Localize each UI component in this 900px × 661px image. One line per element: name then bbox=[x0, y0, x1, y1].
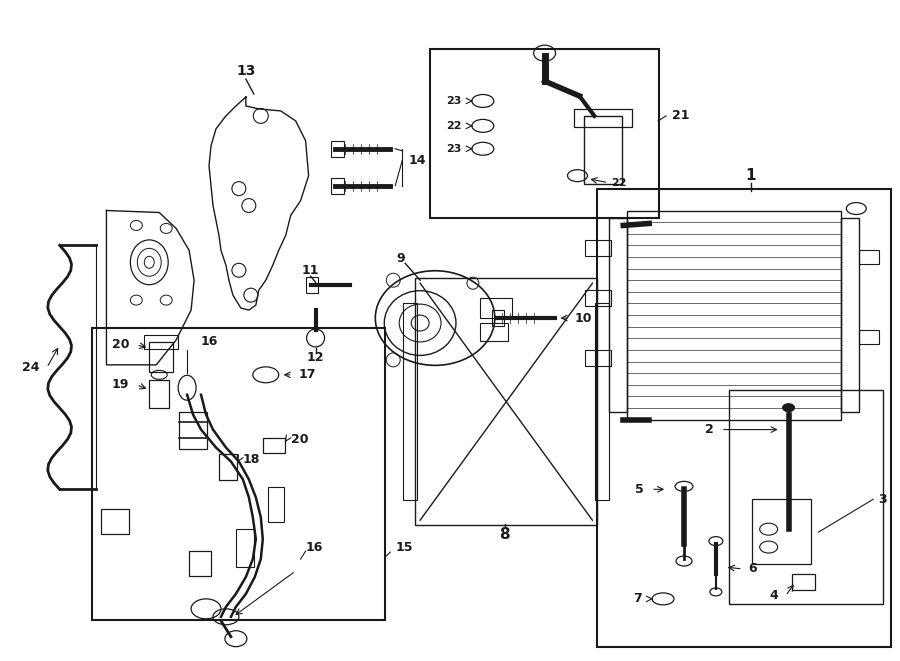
Bar bbox=[860, 330, 879, 344]
Bar bbox=[306, 277, 318, 293]
Bar bbox=[729, 390, 883, 604]
Bar bbox=[860, 251, 879, 264]
Bar bbox=[430, 49, 659, 219]
Text: 20: 20 bbox=[112, 338, 130, 352]
Text: 8: 8 bbox=[500, 527, 510, 541]
Text: 4: 4 bbox=[770, 590, 778, 602]
Bar bbox=[609, 219, 627, 412]
Bar bbox=[403, 303, 417, 500]
Bar bbox=[752, 499, 812, 564]
Text: 12: 12 bbox=[307, 352, 324, 364]
Bar bbox=[585, 241, 611, 256]
Bar bbox=[792, 574, 815, 590]
Text: 3: 3 bbox=[878, 493, 886, 506]
Bar bbox=[480, 298, 512, 318]
Bar bbox=[491, 310, 504, 326]
Text: 6: 6 bbox=[749, 563, 758, 576]
Bar bbox=[627, 210, 842, 420]
Bar bbox=[268, 487, 284, 522]
Bar bbox=[102, 509, 130, 534]
Bar bbox=[236, 529, 254, 567]
Text: 2: 2 bbox=[705, 423, 714, 436]
Bar bbox=[179, 412, 207, 449]
Text: 24: 24 bbox=[22, 362, 40, 374]
Bar bbox=[144, 335, 178, 349]
Text: 13: 13 bbox=[236, 64, 256, 78]
Text: 14: 14 bbox=[409, 154, 426, 167]
Bar bbox=[415, 278, 598, 525]
Text: 20: 20 bbox=[291, 433, 308, 446]
Bar bbox=[585, 290, 611, 306]
Bar bbox=[480, 323, 508, 341]
Bar bbox=[263, 438, 284, 453]
Text: 9: 9 bbox=[396, 252, 404, 265]
Bar bbox=[219, 455, 237, 481]
Text: 23: 23 bbox=[446, 96, 462, 106]
Bar bbox=[149, 342, 173, 372]
Text: 5: 5 bbox=[635, 483, 644, 496]
Text: 1: 1 bbox=[745, 168, 756, 183]
Text: 7: 7 bbox=[634, 592, 643, 605]
Bar bbox=[92, 328, 385, 620]
Text: 11: 11 bbox=[302, 264, 319, 277]
Text: 16: 16 bbox=[201, 335, 219, 348]
Bar bbox=[574, 109, 632, 127]
Bar bbox=[598, 188, 891, 646]
Text: 16: 16 bbox=[306, 541, 323, 553]
Bar bbox=[330, 178, 345, 194]
Ellipse shape bbox=[783, 404, 795, 412]
Bar bbox=[596, 303, 609, 500]
Text: 23: 23 bbox=[446, 143, 462, 154]
Bar bbox=[584, 116, 622, 184]
Bar bbox=[330, 141, 345, 157]
Bar bbox=[585, 350, 611, 366]
Text: 15: 15 bbox=[395, 541, 413, 553]
Text: 19: 19 bbox=[112, 378, 130, 391]
Bar bbox=[149, 380, 169, 408]
Text: 22: 22 bbox=[446, 121, 462, 131]
Text: 17: 17 bbox=[299, 368, 316, 381]
Bar bbox=[842, 219, 859, 412]
Text: 22: 22 bbox=[611, 178, 626, 188]
Text: 21: 21 bbox=[672, 110, 689, 122]
Text: 18: 18 bbox=[243, 453, 260, 466]
Text: 10: 10 bbox=[574, 311, 592, 325]
Bar bbox=[189, 551, 211, 576]
